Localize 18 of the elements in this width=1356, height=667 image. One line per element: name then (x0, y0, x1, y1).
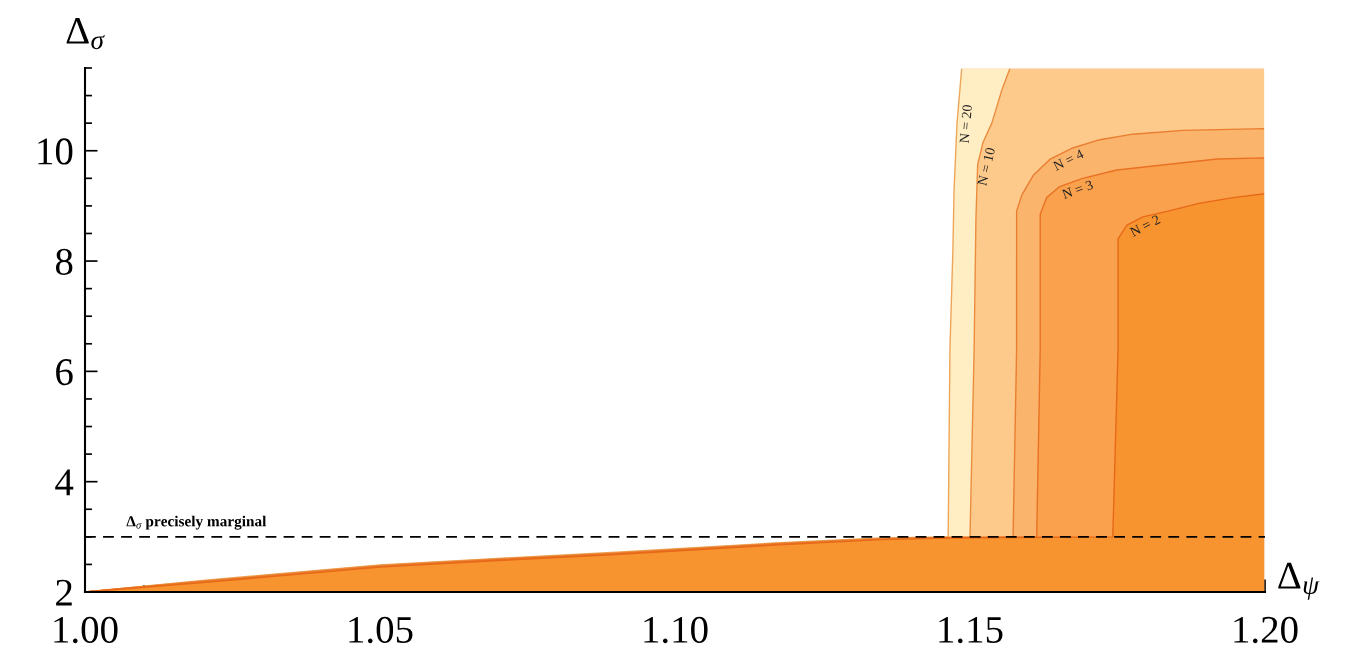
ref-line-label: Δ$_{σ}$ precisely marginal (126, 515, 267, 530)
y-tick-label: 2 (56, 579, 72, 606)
x-axis-title: Δ$_{ψ}$ (1278, 562, 1320, 600)
y-axis-title: Δ$_{σ}$ (66, 17, 105, 50)
y-tick-label: 4 (55, 469, 74, 496)
series-label: N = 2 (1129, 214, 1161, 237)
series-label: N = 20 (959, 104, 973, 144)
series-label: N = 3 (1061, 179, 1094, 200)
x-tick-label: 1.20 (1234, 616, 1298, 644)
x-tick-label: 1.15 (939, 616, 1003, 644)
series-label: N = 4 (1052, 148, 1085, 171)
y-tick-label: 10 (38, 138, 73, 165)
series-label: N = 10 (977, 147, 996, 187)
x-tick-label: 1.00 (54, 616, 118, 644)
y-tick-label: 6 (56, 359, 73, 386)
y-tick-label: 8 (55, 248, 73, 275)
x-tick-label: 1.10 (644, 616, 708, 644)
x-tick-label: 1.05 (349, 616, 413, 644)
